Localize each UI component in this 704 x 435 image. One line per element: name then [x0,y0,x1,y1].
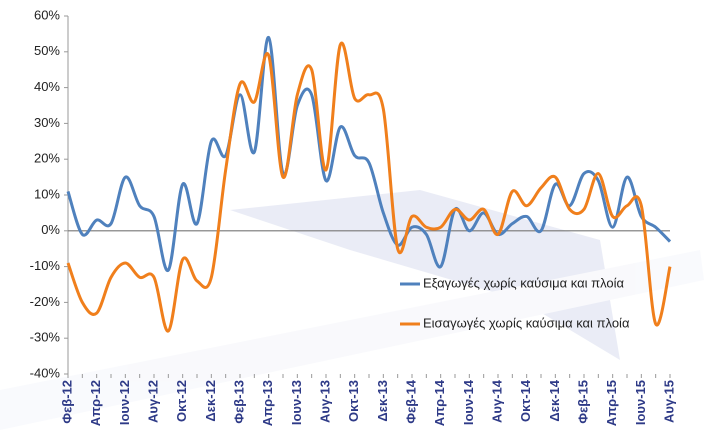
x-tick-label: Οκτ-14 [518,379,533,422]
x-tick-label: Ιουν-14 [461,379,476,425]
y-tick-label: 40% [34,79,60,94]
watermark [0,190,704,430]
legend-label: Εισαγωγές χωρίς καύσιμα και πλοία [423,315,630,330]
watermark-shape [230,190,620,360]
x-tick-label: Οκτ-12 [174,380,189,422]
x-tick-label: Ιουν-15 [633,380,648,425]
series-line [66,41,672,333]
x-tick-label: Φεβ-12 [59,380,74,424]
y-tick-label: -10% [30,258,61,273]
x-tick-label: Οκτ-13 [346,380,361,422]
x-tick-label: Απρ-13 [260,380,275,426]
y-tick-label: 50% [34,43,60,58]
x-tick-label: Απρ-12 [88,380,103,426]
y-tick-label: -40% [30,365,61,380]
x-tick-label: Φεβ-13 [231,380,246,424]
x-tick-label: Απρ-14 [432,379,447,426]
y-tick-label: 0% [41,222,60,237]
y-tick-label: 60% [34,7,60,22]
x-tick-label: Αυγ-13 [317,380,332,423]
x-tick-label: Ιουν-12 [117,380,132,425]
x-tick-label: Απρ-15 [604,380,619,426]
watermark-shape [0,250,704,430]
y-tick-label: 30% [34,115,60,130]
legend-label: Εξαγωγές χωρίς καύσιμα και πλοία [423,275,625,290]
x-tick-label: Αυγ-14 [489,379,504,423]
x-tick-label: Αυγ-12 [145,380,160,423]
x-tick-label: Ιουν-13 [289,380,304,425]
x-tick-label: Αυγ-15 [661,380,676,423]
y-tick-label: -20% [30,294,61,309]
y-tick-label: -30% [30,330,61,345]
x-tick-label: Δεκ-14 [547,379,562,421]
y-tick-label: 10% [34,186,60,201]
x-tick-label: Δεκ-12 [203,380,218,422]
x-tick-label: Φεβ-14 [403,379,418,423]
y-tick-label: 20% [34,151,60,166]
x-tick-label: Δεκ-13 [375,380,390,422]
x-tick-label: Φεβ-15 [575,380,590,424]
